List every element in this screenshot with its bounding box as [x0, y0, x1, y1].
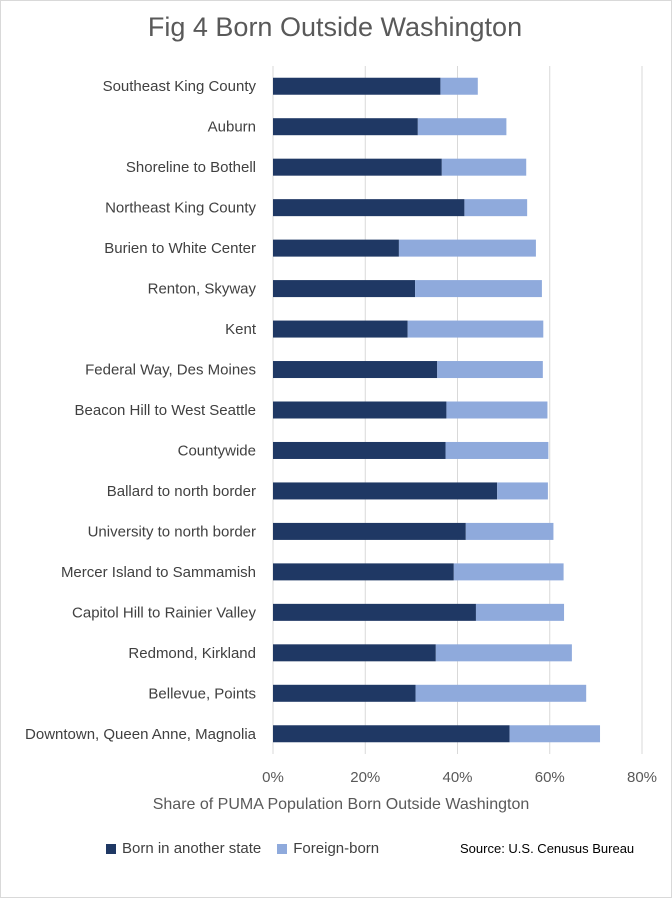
bar-foreign-born [407, 320, 544, 338]
bar-foreign-born [453, 563, 564, 581]
category-labels: Southeast King County Auburn Shoreline to … [25, 78, 257, 743]
bar-foreign-born [435, 644, 572, 662]
bar-foreign-born [398, 239, 536, 257]
bar-foreign-born [497, 482, 548, 500]
category-label: Mercer Island to Sammamish [61, 564, 256, 581]
category-label: Northeast King County [105, 200, 256, 217]
legend-swatch [277, 843, 288, 854]
category-label: Countywide [178, 442, 256, 459]
legend-label: Born in another state [122, 840, 262, 857]
bar-born-another-state [273, 401, 447, 419]
bar-foreign-born [437, 361, 543, 379]
category-label: Shoreline to Bothell [126, 159, 256, 176]
x-tick-label: 0% [262, 769, 284, 786]
bar-born-another-state [273, 280, 416, 298]
bar-born-another-state [273, 158, 442, 176]
source-note: Source: U.S. Cenusus Bureau [460, 841, 635, 856]
bar-born-another-state [273, 361, 438, 379]
bar-foreign-born [465, 522, 554, 540]
bar-foreign-born [445, 441, 549, 459]
bar-foreign-born [440, 77, 478, 95]
bar-foreign-born [446, 401, 548, 419]
bar-born-another-state [273, 563, 454, 581]
bar-foreign-born [475, 603, 565, 621]
bar-foreign-born [464, 199, 528, 217]
legend: Born in another state Foreign-born [106, 840, 395, 857]
bar-born-another-state [273, 725, 510, 743]
bar-born-another-state [273, 77, 441, 95]
category-label: Southeast King County [103, 78, 257, 95]
x-tick-label: 20% [350, 769, 380, 786]
bar-foreign-born [415, 684, 587, 702]
bar-foreign-born [441, 158, 527, 176]
bar-born-another-state [273, 199, 465, 217]
x-tick-label: 60% [535, 769, 565, 786]
bar-born-another-state [273, 320, 408, 338]
category-label: Bellevue, Points [148, 685, 256, 702]
bar-born-another-state [273, 684, 416, 702]
bars [273, 77, 601, 743]
bar-born-another-state [273, 441, 446, 459]
chart-title: Fig 4 Born Outside Washington [147, 12, 523, 42]
category-label: University to north border [88, 523, 256, 540]
bar-born-another-state [273, 239, 399, 257]
category-label: Kent [225, 321, 257, 338]
legend-item-foreign-born: Foreign-born [277, 840, 379, 857]
bar-born-another-state [273, 644, 436, 662]
category-label: Renton, Skyway [148, 281, 257, 298]
x-axis-label: Share of PUMA Population Born Outside Wa… [152, 796, 530, 813]
category-label: Downtown, Queen Anne, Magnolia [25, 726, 257, 743]
legend-swatch [106, 843, 116, 854]
category-label: Auburn [208, 119, 256, 136]
category-label: Capitol Hill to Rainier Valley [72, 604, 256, 621]
bar-foreign-born [417, 118, 507, 136]
bar-born-another-state [273, 118, 418, 136]
category-label: Beacon Hill to West Seattle [75, 402, 256, 419]
legend-item-born-another-state: Born in another state [106, 840, 261, 857]
bar-foreign-born [509, 725, 601, 743]
category-label: Ballard to north border [107, 483, 256, 500]
x-tick-label: 40% [442, 769, 472, 786]
bar-born-another-state [273, 522, 466, 540]
category-label: Redmond, Kirkland [128, 645, 256, 662]
category-label: Federal Way, Des Moines [85, 362, 256, 379]
bar-born-another-state [273, 603, 476, 621]
legend-label: Foreign-born [293, 840, 380, 857]
bar-born-another-state [273, 482, 498, 500]
bar-foreign-born [415, 280, 542, 298]
x-tick-label: 80% [627, 769, 657, 786]
category-label: Burien to White Center [104, 240, 256, 257]
x-tick-labels: 0% 20% 40% 60% 80% [262, 769, 657, 786]
